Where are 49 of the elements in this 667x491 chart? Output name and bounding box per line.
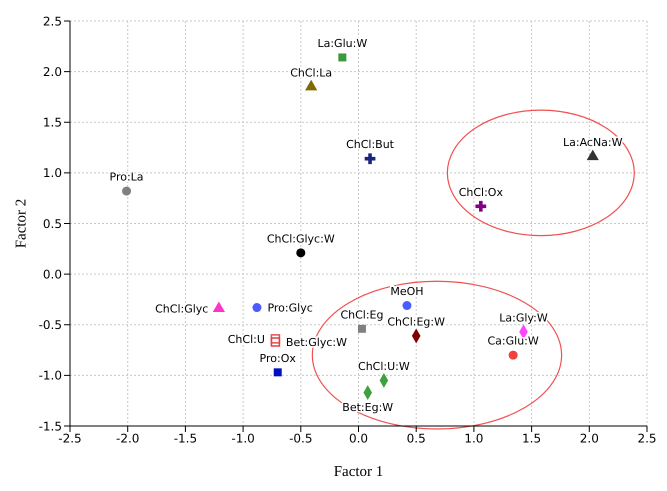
point <box>338 53 346 62</box>
point <box>358 324 366 333</box>
x-tick-label: -1.5 <box>174 432 198 446</box>
x-tick-label: 2.5 <box>637 432 657 446</box>
series-label: ChCl:U <box>228 332 265 346</box>
y-tick-label: 2.0 <box>42 64 62 79</box>
y-tick-label: -0.5 <box>38 318 62 332</box>
y-axis-title: Factor 2 <box>13 198 30 248</box>
point <box>270 337 280 347</box>
y-tick-label: 0.5 <box>42 216 62 231</box>
series-label: ChCl:Eg:W <box>387 315 446 328</box>
x-tick-label: 0.0 <box>348 432 368 446</box>
point <box>402 301 412 310</box>
y-tick-label: -1.5 <box>38 419 62 434</box>
y-tick-label: 1.5 <box>42 116 62 130</box>
point <box>364 153 376 164</box>
x-tick-label: 1.0 <box>464 432 484 446</box>
point <box>122 186 132 196</box>
series-label: Pro:Glyc <box>267 301 313 314</box>
x-axis-title: Factor 1 <box>334 464 384 480</box>
series-label: ChCl:Ox <box>458 186 504 199</box>
point <box>296 248 306 258</box>
y-tick-label: 1.0 <box>42 166 62 180</box>
point <box>252 303 262 312</box>
y-tick-label: 2.5 <box>42 14 62 28</box>
point <box>274 368 282 376</box>
x-tick-label: -1.0 <box>231 432 255 446</box>
x-tick-label: -2.0 <box>116 432 140 446</box>
point <box>508 350 518 360</box>
series-label: La:Glu:W <box>317 36 368 50</box>
series-label: La:AcNa:W <box>563 136 623 150</box>
y-tick-label: -1.0 <box>38 368 62 383</box>
series-label: ChCl:Glyc:W <box>266 232 335 246</box>
x-tick-label: 1.5 <box>522 432 542 446</box>
point <box>475 200 486 212</box>
series-label: ChCl:Glyc <box>155 302 208 316</box>
series-label: ChCl:La <box>290 66 332 80</box>
series-label: ChCl:But <box>346 138 395 152</box>
series-label: Ca:Glu:W <box>488 334 539 348</box>
x-tick-label: 2.0 <box>580 432 599 446</box>
x-tick-label: -2.5 <box>58 432 82 446</box>
series-label: ChCl:Eg <box>340 308 384 322</box>
series-label: ChCl:U:W <box>358 360 410 373</box>
series-label: MeOH <box>390 285 424 298</box>
series-label: Pro:Ox <box>260 352 296 365</box>
y-tick-label: 0.0 <box>42 267 62 282</box>
x-tick-label: -0.5 <box>289 432 313 446</box>
series-label: Pro:La <box>110 170 144 184</box>
x-tick-label: 0.5 <box>406 432 426 446</box>
